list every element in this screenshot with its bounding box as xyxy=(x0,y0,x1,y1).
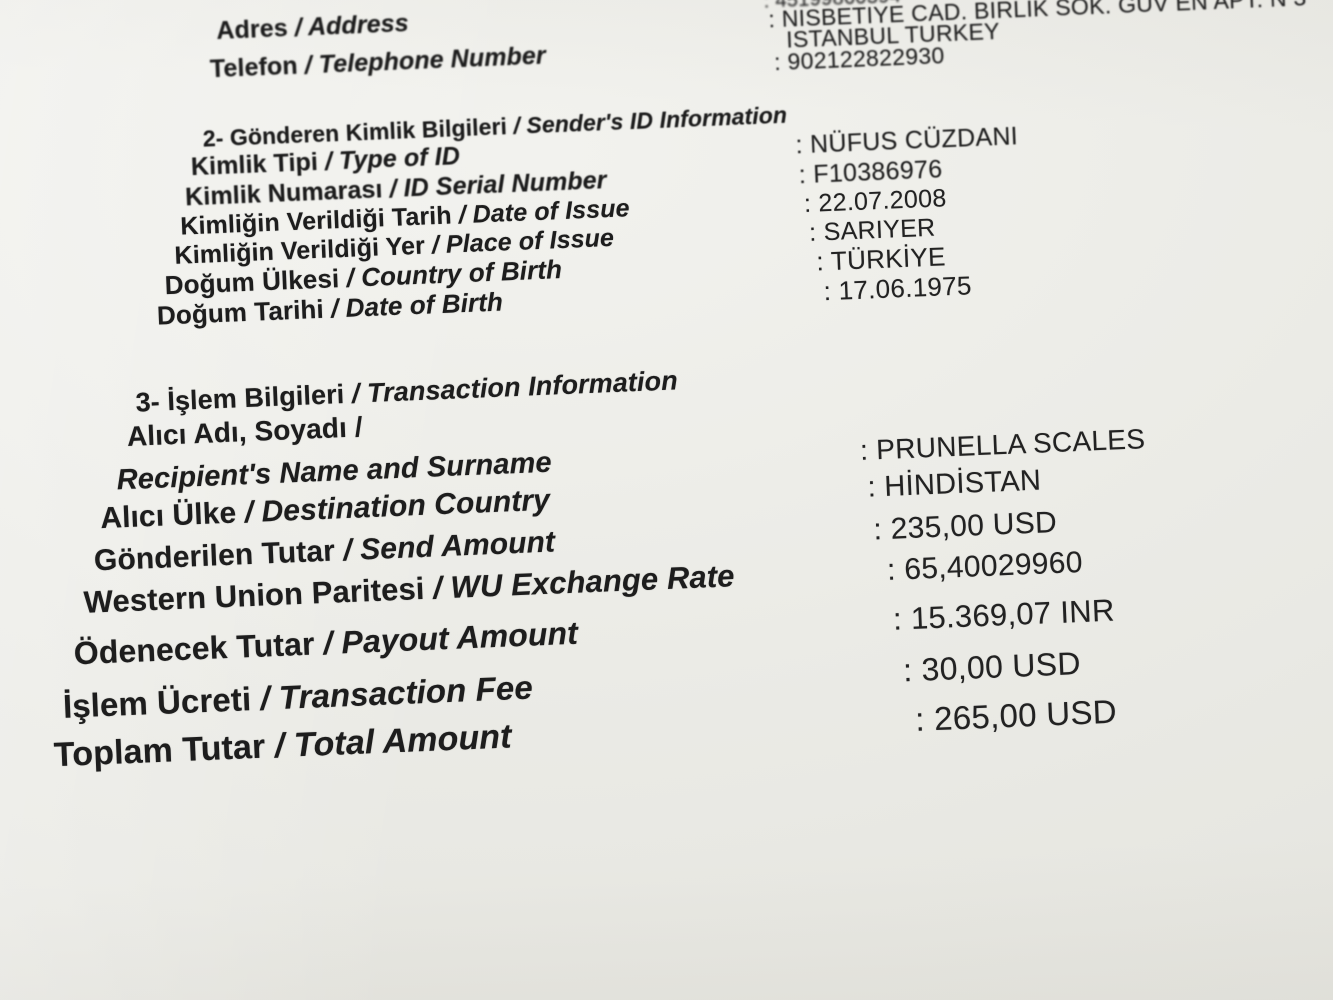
total-amount-value: : 265,00 USD xyxy=(914,692,1118,738)
telephone-value: : 902122822930 xyxy=(773,42,946,76)
section-2-heading: 2- Gönderen Kimlik Bilgileri / Sender's … xyxy=(202,101,788,152)
id-type-value: : NÜFUS CÜZDANI xyxy=(795,122,1019,160)
recipient-name-value: : PRUNELLA SCALES xyxy=(859,423,1146,466)
section-3-heading: 3- İşlem Bilgileri / Transaction Informa… xyxy=(134,365,679,418)
recipient-name-label-tr: Alıcı Adı, Soyadı / xyxy=(126,411,364,452)
date-of-birth-value: : 17.06.1975 xyxy=(822,270,973,307)
transaction-fee-value: : 30,00 USD xyxy=(902,645,1082,689)
destination-country-value: : HİNDİSTAN xyxy=(867,464,1042,504)
telephone-label: Telefon / Telephone Number xyxy=(209,41,547,84)
exchange-rate-value: : 65,40029960 xyxy=(886,545,1084,587)
send-amount-value: : 235,00 USD xyxy=(872,505,1058,547)
total-amount-label: Toplam Tutar / Total Amount xyxy=(53,717,513,775)
payout-amount-value: : 15.369,07 INR xyxy=(892,592,1116,637)
payout-amount-label: Ödenecek Tutar / Payout Amount xyxy=(73,614,579,672)
transaction-fee-label: İşlem Ücreti / Transaction Fee xyxy=(62,668,534,725)
